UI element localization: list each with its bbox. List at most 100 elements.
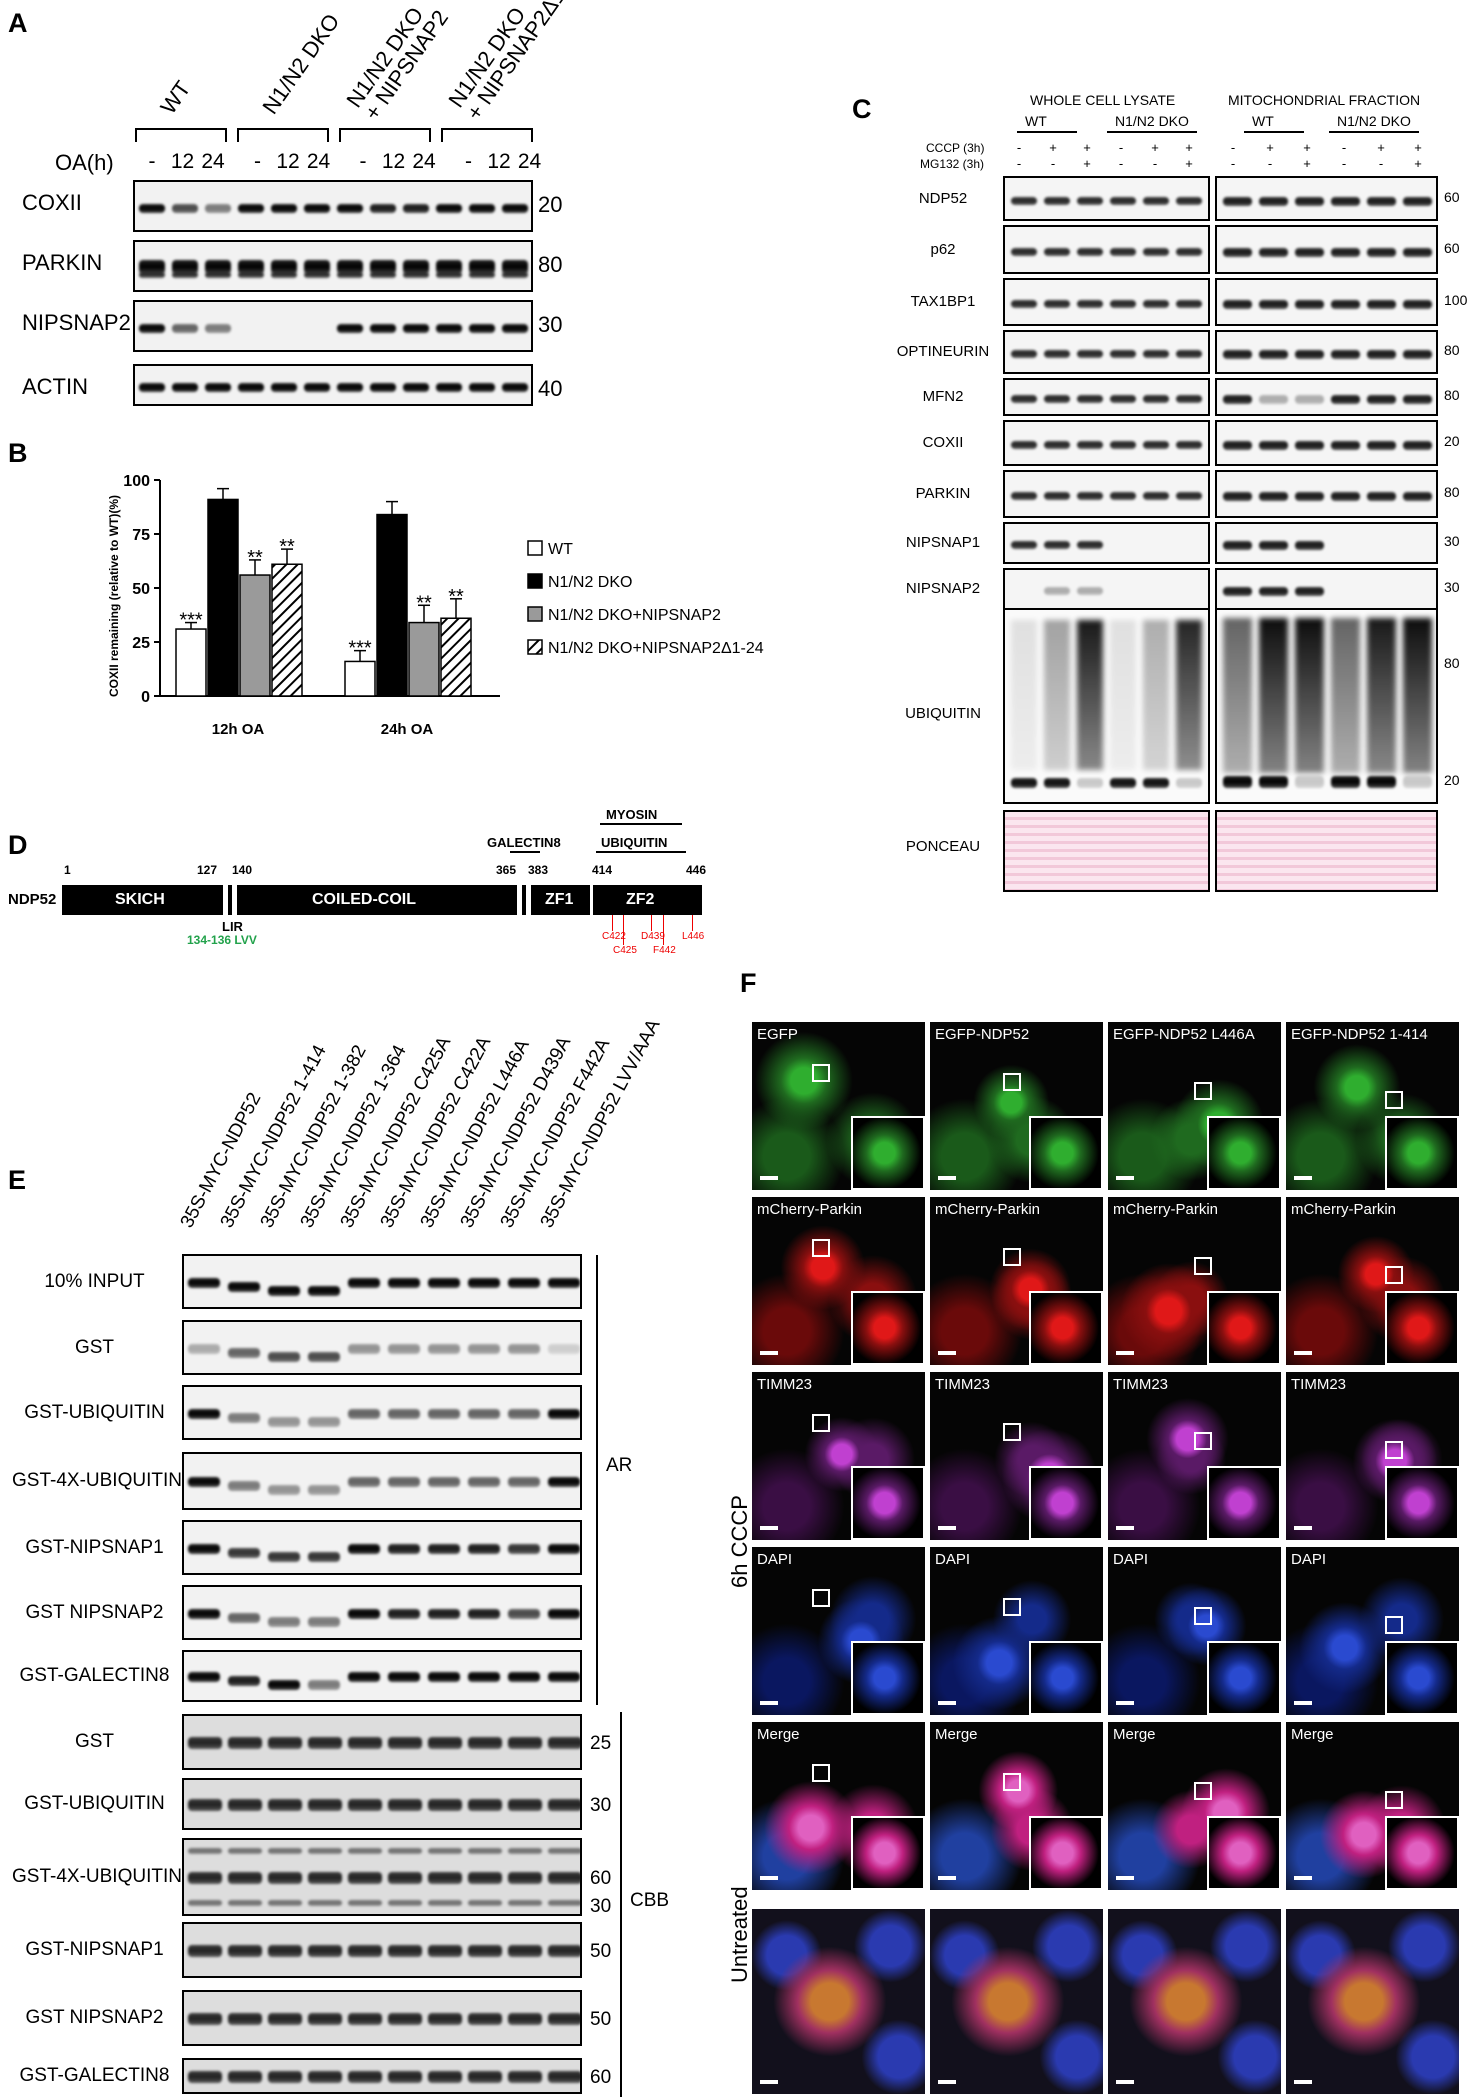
- zoom-region-box: [812, 1064, 830, 1082]
- blot-band: [468, 1799, 502, 1811]
- blot-band: [1176, 492, 1202, 500]
- blot-band: [468, 2013, 502, 2025]
- blot-band: [388, 2071, 422, 2083]
- oa-label: OA(h): [55, 150, 114, 175]
- domain-text-p383: 383: [528, 863, 549, 877]
- mg132-sign: -: [1267, 156, 1273, 171]
- blot-band: [1259, 300, 1288, 309]
- microscopy-panel: EGFP-NDP52 1-414: [1286, 1022, 1459, 1190]
- blot-band: [348, 1848, 382, 1854]
- galectin-underline: [510, 851, 540, 853]
- zoom-inset: [1029, 1116, 1103, 1190]
- zoom-inset: [1207, 1116, 1281, 1190]
- blot-band: [469, 204, 495, 213]
- c-mw-marker: 80: [1444, 655, 1460, 671]
- blot-band: [388, 1799, 422, 1811]
- smear: [1403, 618, 1432, 773]
- blot-band: [548, 1900, 580, 1906]
- channel-label: DAPI: [757, 1551, 793, 1568]
- blot-band: [502, 260, 528, 274]
- mg132-sign: +: [1083, 156, 1091, 171]
- scale-bar: [938, 2080, 956, 2084]
- blot-band: [1259, 247, 1288, 257]
- cbb-mw: 30: [590, 1896, 612, 1917]
- blot-band: [548, 2071, 580, 2083]
- blot-band: [1223, 196, 1252, 206]
- blot-band: [388, 1477, 420, 1487]
- ar-row-label: GST-NIPSNAP1: [25, 1536, 164, 1558]
- blot-band: [468, 1848, 502, 1854]
- smear: [1110, 620, 1136, 770]
- zoom-inset: [1385, 1466, 1459, 1540]
- mg132-sign: +: [1185, 156, 1193, 171]
- western-blot-row: [133, 240, 533, 292]
- blot-band: [1403, 300, 1432, 309]
- bar: [344, 660, 376, 697]
- ar-label: AR: [606, 1455, 633, 1476]
- legend-swatch: [527, 540, 543, 556]
- mg132-label: MG132 (3h): [920, 157, 985, 171]
- domain-text-lir: LIR: [222, 919, 243, 934]
- c-row-label: TAX1BP1: [910, 293, 976, 310]
- blot-band: [1011, 196, 1037, 205]
- blot-band: [428, 1277, 460, 1288]
- blot-band: [308, 1485, 340, 1495]
- time-label: 24: [306, 150, 331, 173]
- blot-band: [508, 1408, 540, 1419]
- group-label-line: N1/N2 DKO: [257, 9, 345, 119]
- c-blot-wcl: [1003, 278, 1210, 326]
- blot-band: [348, 1408, 380, 1419]
- blot-band: [1077, 441, 1103, 449]
- y-tick-label: 25: [132, 635, 150, 652]
- blot-band: [428, 1945, 462, 1957]
- blot-band: [205, 272, 231, 278]
- blot-band: [228, 1547, 260, 1558]
- group-label: N1/N2 DKO: [1115, 113, 1189, 129]
- blot-band: [468, 1872, 502, 1884]
- domain-bar: [62, 885, 702, 915]
- blot-band: [508, 1945, 542, 1957]
- blot-band: [1176, 395, 1202, 403]
- blot-band: [228, 1281, 260, 1292]
- cbb-mw: 30: [590, 1795, 612, 1816]
- domain-text-ubiquitin: UBIQUITIN: [601, 835, 668, 850]
- smear: [1143, 620, 1169, 770]
- cbb-gel-row: [182, 1838, 582, 1916]
- cccp-label: CCCP (3h): [926, 141, 985, 155]
- blot-band: [1367, 196, 1396, 206]
- blot-band: [388, 1945, 422, 1957]
- legend-label: N1/N2 DKO+NIPSNAP2: [548, 607, 721, 624]
- blot-band: [548, 1608, 580, 1619]
- blot-band: [228, 1676, 260, 1686]
- blot-band: [436, 272, 462, 278]
- blot-band: [388, 1543, 420, 1554]
- legend-label: N1/N2 DKO: [548, 574, 632, 591]
- blot-band: [1011, 247, 1037, 256]
- blot-band: [348, 1900, 382, 1906]
- western-blot-row: [133, 300, 533, 352]
- blot-band: [228, 1612, 260, 1623]
- cccp-sign: +: [1049, 140, 1057, 155]
- blot-band: [172, 383, 198, 392]
- mutation-tick: [692, 915, 693, 931]
- blot-band: [548, 1799, 580, 1811]
- blot-band: [1044, 395, 1070, 403]
- blot-band: [428, 1799, 462, 1811]
- scale-bar: [1116, 1701, 1134, 1705]
- blot-band: [548, 1672, 580, 1682]
- significance-mark: ***: [348, 638, 372, 660]
- zoom-inset: [1207, 1291, 1281, 1365]
- zoom-inset: [1029, 1641, 1103, 1715]
- zoom-region-box: [1194, 1782, 1212, 1800]
- blot-band: [1331, 492, 1360, 501]
- c-row-label: MFN2: [922, 388, 964, 405]
- smear: [1367, 618, 1396, 773]
- group-label: N1/N2 DKO + NIPSNAP2: [341, 0, 453, 124]
- blot-band: [1011, 350, 1037, 358]
- blot-band: [1331, 776, 1360, 788]
- blot-band: [228, 2071, 262, 2083]
- row-label: NIPSNAP2: [22, 310, 131, 335]
- zoom-inset: [1029, 1291, 1103, 1365]
- c-mw-marker: 30: [1444, 579, 1460, 595]
- western-blot-row: [133, 364, 533, 406]
